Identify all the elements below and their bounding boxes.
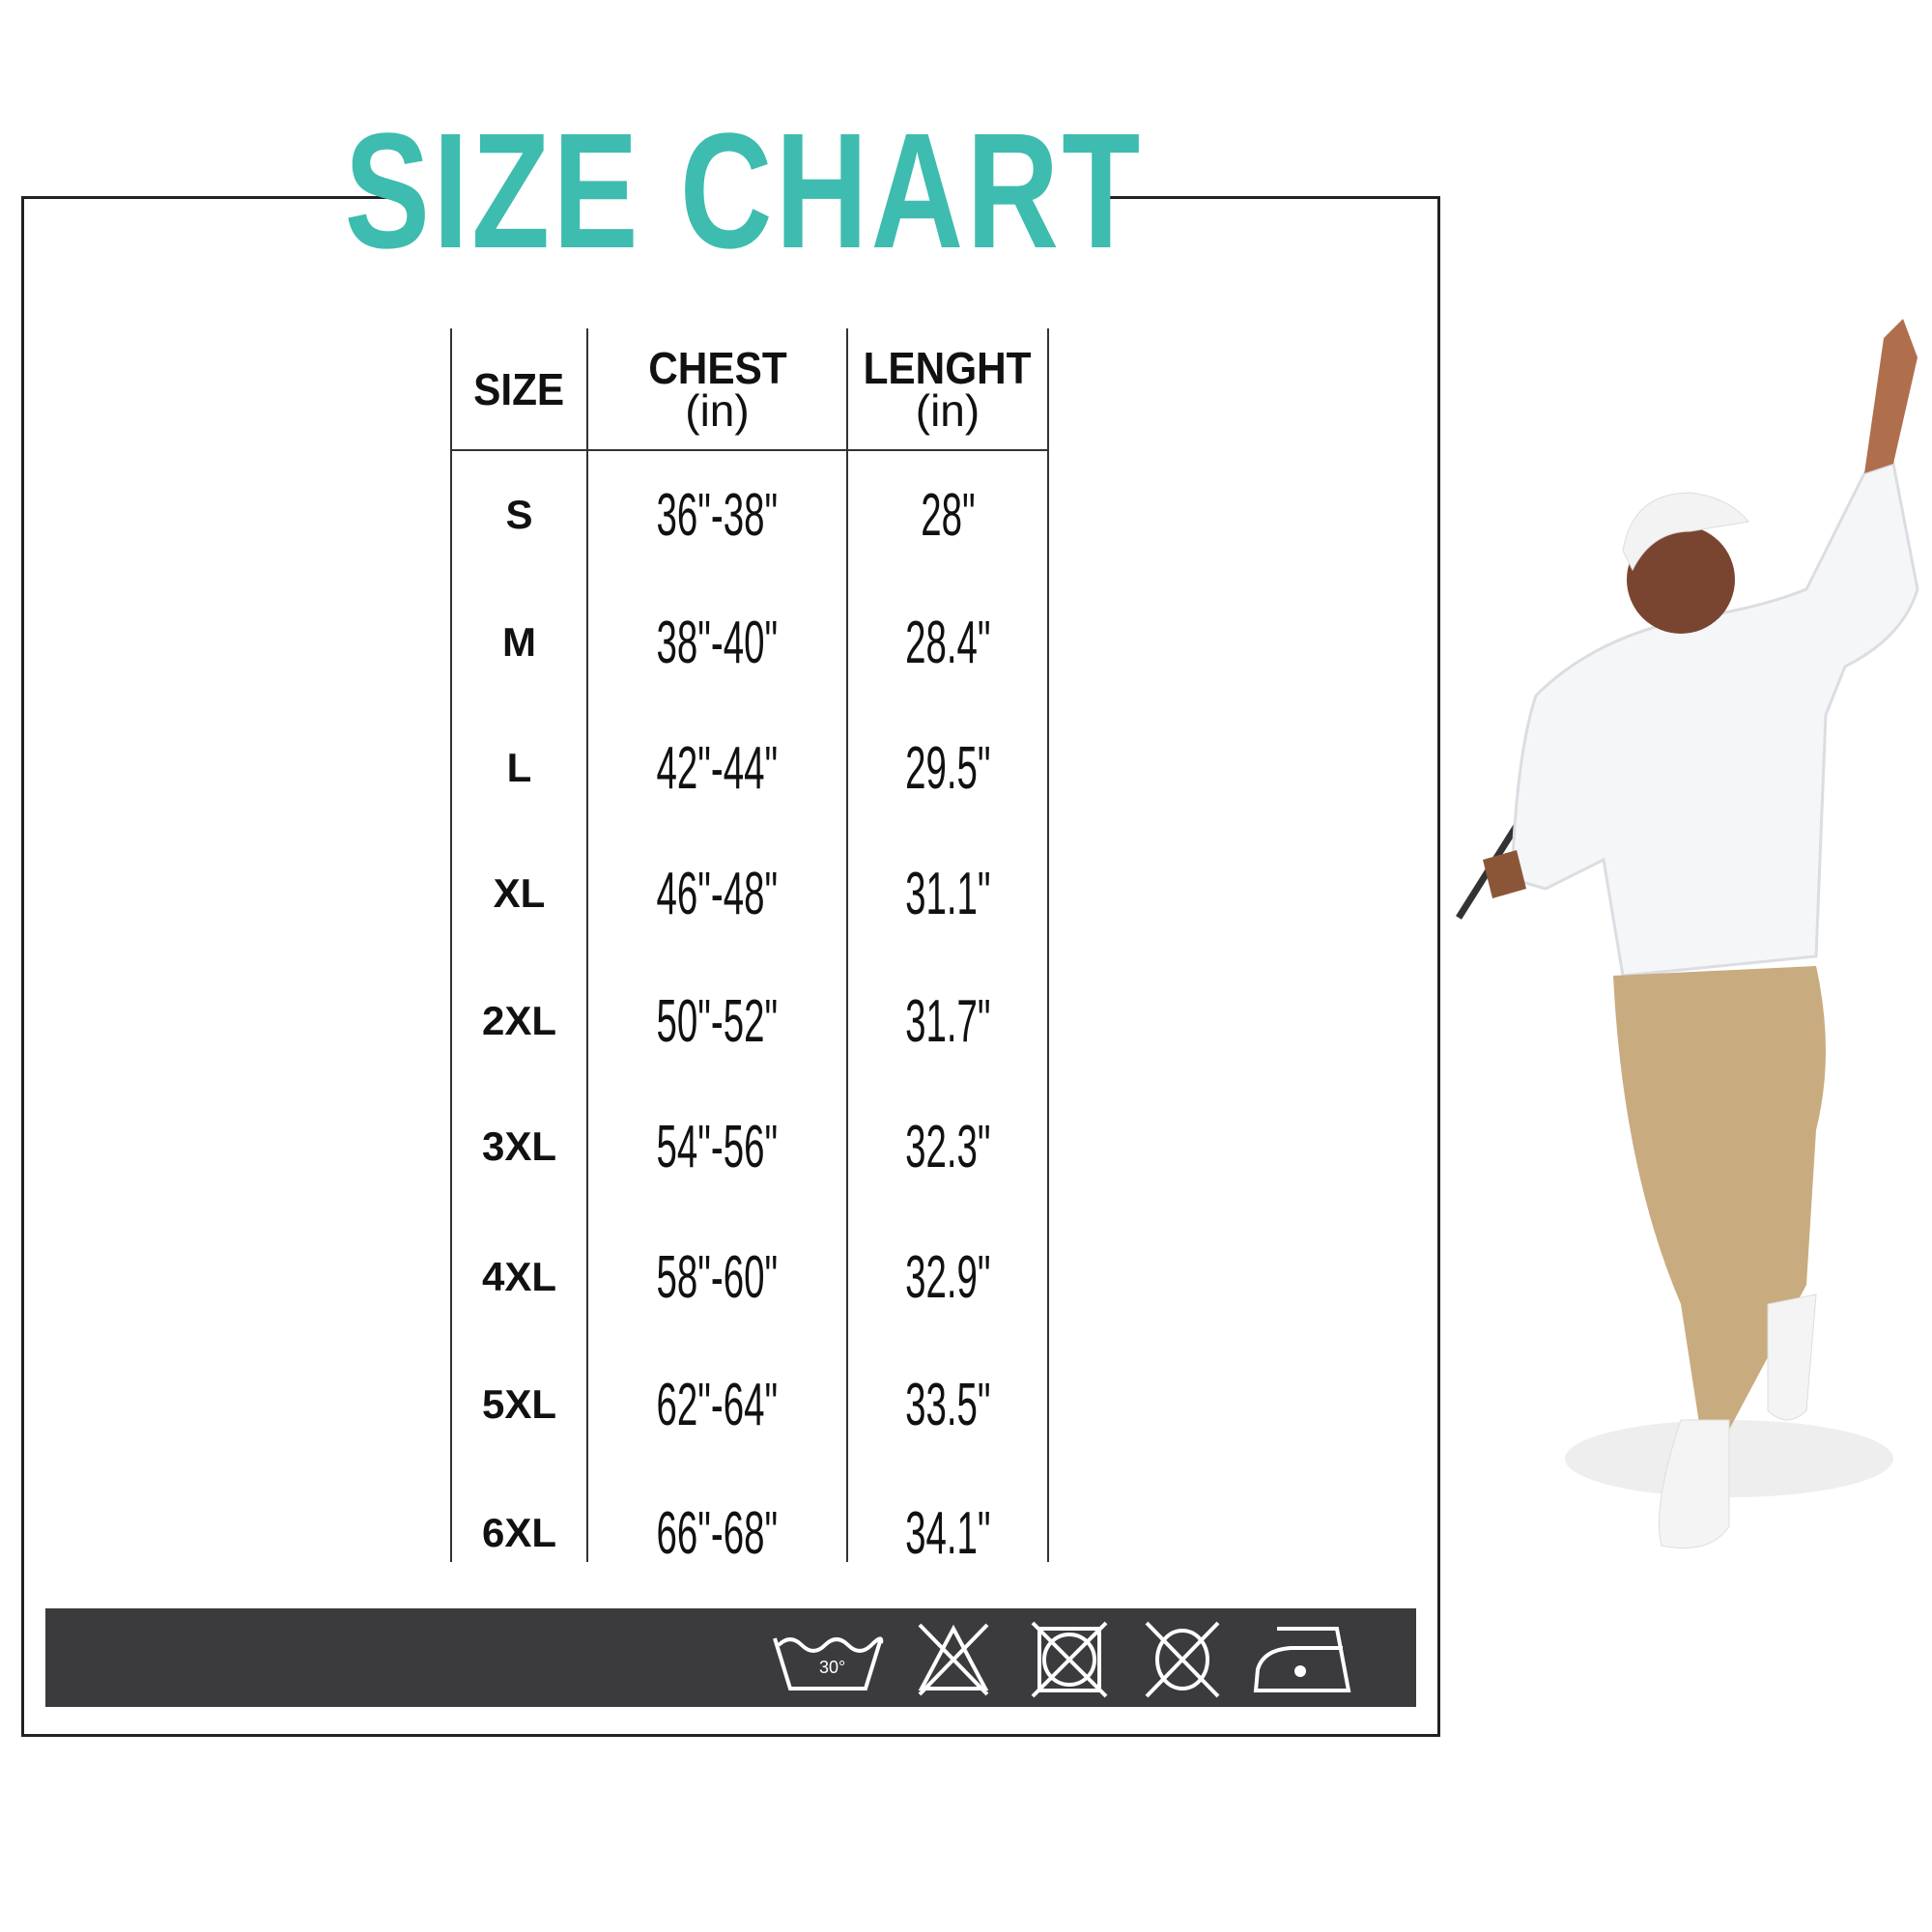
size-cell: L bbox=[506, 745, 532, 790]
header-unit: (in) bbox=[915, 384, 980, 436]
length-cell: 32.9" bbox=[848, 1229, 1047, 1325]
frame-top-left bbox=[21, 196, 393, 199]
chest-cell: 38"-40" bbox=[588, 594, 846, 691]
chest-cell: 46"-48" bbox=[588, 845, 846, 942]
header-label: LENGHT bbox=[864, 342, 1032, 393]
chest-value: 38"-40" bbox=[656, 609, 779, 676]
chest-cell: 54"-56" bbox=[588, 1098, 846, 1195]
length-value: 28" bbox=[920, 481, 976, 549]
header-chest: CHEST (in) bbox=[588, 333, 846, 444]
length-value: 28.4" bbox=[904, 609, 991, 676]
chest-value: 66"-68" bbox=[656, 1499, 779, 1567]
size-cell: S bbox=[505, 492, 533, 537]
size-cell: 6XL bbox=[481, 1510, 557, 1555]
length-value: 34.1" bbox=[904, 1499, 991, 1567]
size-cell: 3XL bbox=[481, 1123, 557, 1169]
chest-cell: 58"-60" bbox=[588, 1229, 846, 1325]
length-cell: 34.1" bbox=[848, 1485, 1047, 1581]
chest-value: 46"-48" bbox=[656, 860, 779, 927]
size-cell: M bbox=[502, 619, 536, 665]
length-cell: 29.5" bbox=[848, 720, 1047, 816]
frame-top-right bbox=[1090, 196, 1440, 199]
length-value: 31.1" bbox=[904, 860, 991, 927]
length-cell: 31.7" bbox=[848, 973, 1047, 1069]
wash-30-icon: 30° bbox=[773, 1636, 884, 1690]
length-cell: 28" bbox=[848, 467, 1047, 563]
size-cell: 4XL bbox=[481, 1254, 557, 1299]
length-value: 33.5" bbox=[904, 1371, 991, 1438]
length-value: 29.5" bbox=[904, 734, 991, 802]
size-cell: 2XL bbox=[481, 998, 557, 1043]
table-divider bbox=[586, 328, 588, 1562]
header-label: CHEST bbox=[647, 342, 787, 393]
chest-value: 54"-56" bbox=[656, 1113, 779, 1180]
do-not-tumble-dry-icon bbox=[1031, 1621, 1108, 1698]
chest-cell: 50"-52" bbox=[588, 973, 846, 1069]
header-unit: (in) bbox=[685, 384, 750, 436]
chest-cell: 42"-44" bbox=[588, 720, 846, 816]
header-length: LENGHT (in) bbox=[848, 333, 1047, 444]
page-title: SIZE CHART bbox=[345, 99, 1141, 283]
length-value: 31.7" bbox=[904, 987, 991, 1055]
chest-cell: 62"-64" bbox=[588, 1356, 846, 1453]
size-cell: XL bbox=[493, 870, 546, 916]
table-divider bbox=[846, 328, 848, 1562]
chest-cell: 66"-68" bbox=[588, 1485, 846, 1581]
length-cell: 32.3" bbox=[848, 1098, 1047, 1195]
length-cell: 33.5" bbox=[848, 1356, 1047, 1453]
chest-value: 50"-52" bbox=[656, 987, 779, 1055]
length-cell: 28.4" bbox=[848, 594, 1047, 691]
chest-cell: 36"-38" bbox=[588, 467, 846, 563]
chest-value: 36"-38" bbox=[656, 481, 779, 549]
header-size: SIZE bbox=[452, 333, 586, 444]
chest-value: 42"-44" bbox=[656, 734, 779, 802]
chest-value: 62"-64" bbox=[656, 1371, 779, 1438]
size-cell: 5XL bbox=[481, 1381, 557, 1427]
header-label: SIZE bbox=[473, 363, 565, 414]
size-chart-frame bbox=[21, 197, 1440, 1737]
care-instructions-bar bbox=[45, 1608, 1416, 1707]
do-not-bleach-icon bbox=[918, 1623, 989, 1696]
length-value: 32.9" bbox=[904, 1243, 991, 1311]
table-divider bbox=[450, 328, 452, 1562]
header-divider bbox=[450, 449, 1049, 451]
length-cell: 31.1" bbox=[848, 845, 1047, 942]
iron-low-icon bbox=[1253, 1627, 1351, 1692]
chest-value: 58"-60" bbox=[656, 1243, 779, 1311]
title-text: SIZE CHART bbox=[344, 99, 1144, 283]
model-photo bbox=[1456, 319, 1919, 1548]
do-not-dry-clean-icon bbox=[1145, 1621, 1220, 1698]
wash-temp: 30° bbox=[819, 1658, 845, 1677]
table-divider bbox=[1047, 328, 1049, 1562]
length-value: 32.3" bbox=[904, 1113, 991, 1180]
